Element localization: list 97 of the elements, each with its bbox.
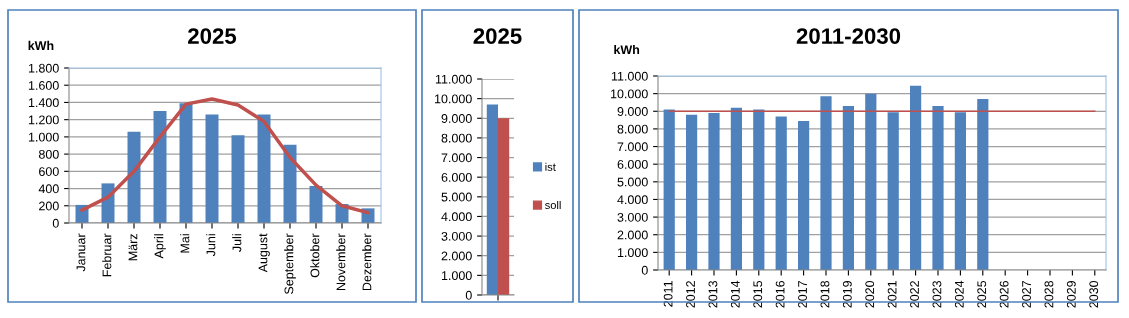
legend-label: ist bbox=[545, 162, 556, 171]
bar bbox=[730, 107, 742, 270]
y-tick-label: 8.000 bbox=[617, 124, 648, 134]
x-tick-label: 2021 bbox=[887, 281, 897, 308]
y-tick-label: 10.000 bbox=[435, 94, 472, 104]
bar bbox=[127, 131, 141, 223]
y-tick-label: 1.000 bbox=[441, 271, 472, 281]
y-tick-label: 1.000 bbox=[28, 132, 59, 142]
bar bbox=[309, 185, 323, 223]
x-tick-label: 2022 bbox=[910, 281, 919, 308]
y-tick-label: 9.000 bbox=[441, 114, 472, 123]
bar bbox=[663, 109, 675, 270]
y-tick-label: 2.000 bbox=[617, 230, 648, 240]
chart-title: 2011-2030 bbox=[796, 28, 901, 44]
bar bbox=[775, 116, 787, 270]
y-tick-label: 1.000 bbox=[617, 248, 648, 258]
bar bbox=[865, 93, 877, 270]
bar bbox=[205, 114, 219, 223]
x-tick-label: 2011 bbox=[663, 281, 673, 307]
y-tick-label: 0 bbox=[465, 290, 472, 300]
y-tick-label: 0 bbox=[641, 265, 648, 275]
x-tick-label: April bbox=[154, 234, 166, 259]
bar bbox=[954, 112, 966, 270]
bar bbox=[798, 120, 810, 270]
y-tick-label: 400 bbox=[38, 184, 59, 194]
y-tick-label: 3.000 bbox=[617, 212, 648, 222]
x-tick-label: Februar bbox=[102, 233, 112, 277]
x-tick-label: September bbox=[284, 233, 296, 294]
y-tick-label: 2.000 bbox=[441, 251, 472, 261]
x-tick-label: 2015 bbox=[753, 280, 763, 308]
y-tick-label: 800 bbox=[38, 149, 59, 159]
y-tick-label: 4.000 bbox=[441, 212, 472, 222]
y-tick-label: 600 bbox=[39, 167, 59, 176]
x-tick-label: 2019 bbox=[842, 281, 852, 308]
x-tick-label: 2023 bbox=[932, 280, 942, 308]
y-tick-label: 7.000 bbox=[617, 142, 648, 152]
x-tick-label: 2030 bbox=[1089, 280, 1099, 308]
x-tick-label: Januar bbox=[76, 233, 86, 272]
y-tick-label: 10.000 bbox=[611, 89, 648, 99]
y-tick-label: 6.000 bbox=[617, 159, 648, 169]
bar bbox=[753, 109, 765, 270]
y-tick-label: 11.000 bbox=[611, 71, 648, 81]
x-tick-label: August bbox=[258, 233, 270, 273]
x-tick-label: 2029 bbox=[1066, 281, 1076, 308]
bar bbox=[842, 105, 854, 270]
bar bbox=[257, 114, 271, 223]
y-tick-label: 200 bbox=[39, 201, 59, 211]
bar bbox=[153, 111, 167, 223]
y-tick-label: 1.200 bbox=[28, 115, 59, 125]
y-tick-label: 5.000 bbox=[617, 177, 648, 187]
y-tick-label: 1.600 bbox=[28, 81, 59, 90]
x-tick-label: 2020 bbox=[865, 280, 875, 308]
chart-title: 2025 bbox=[473, 28, 522, 44]
bar bbox=[820, 96, 832, 270]
line-series bbox=[80, 97, 370, 215]
y-tick-label: 6.000 bbox=[441, 172, 472, 182]
chart-title: 2025 bbox=[188, 28, 237, 44]
x-tick-label: Oktober bbox=[310, 233, 320, 278]
x-tick-label: 2013 bbox=[708, 280, 718, 308]
legend-label: soll bbox=[545, 200, 561, 210]
y-tick-label: 0 bbox=[52, 218, 59, 228]
x-tick-label: November bbox=[336, 233, 346, 291]
y-tick-label: 4.000 bbox=[617, 195, 648, 205]
y-tick-label: 9.000 bbox=[617, 107, 648, 116]
y-tick-label: 1.400 bbox=[28, 98, 59, 108]
bar bbox=[910, 85, 922, 270]
x-tick-label: 2024 bbox=[954, 280, 964, 308]
bar bbox=[283, 144, 297, 223]
bar bbox=[932, 105, 944, 270]
y-axis-title: kWh bbox=[614, 44, 640, 55]
bar bbox=[887, 112, 899, 270]
x-tick-label: 2028 bbox=[1044, 280, 1054, 308]
x-tick-label: Juli bbox=[232, 234, 242, 252]
x-tick-label: 2027 bbox=[1022, 281, 1031, 308]
x-tick-label: 2017 bbox=[798, 281, 807, 308]
bar bbox=[231, 135, 245, 223]
bar bbox=[179, 103, 193, 223]
x-tick-label: Mai bbox=[180, 234, 190, 253]
x-tick-label: 2018 bbox=[820, 280, 830, 308]
y-tick-label: 3.000 bbox=[441, 231, 472, 241]
y-tick-label: 5.000 bbox=[441, 192, 472, 202]
y-tick-label: 1.800 bbox=[28, 63, 59, 73]
x-tick-label: März bbox=[128, 234, 138, 261]
x-tick-label: 2012 bbox=[686, 281, 695, 308]
x-tick-label: 2016 bbox=[775, 280, 785, 308]
y-tick-label: 7.000 bbox=[441, 153, 472, 163]
x-tick-label: Dezember bbox=[362, 233, 372, 291]
x-tick-label: 2025 bbox=[977, 280, 987, 308]
x-tick-label: 2026 bbox=[999, 280, 1009, 308]
y-tick-label: 8.000 bbox=[441, 133, 472, 143]
bar bbox=[708, 113, 720, 270]
x-tick-label: 2014 bbox=[730, 280, 740, 308]
y-tick-label: 11.000 bbox=[435, 74, 472, 84]
x-tick-label: Juni bbox=[206, 234, 216, 257]
bar bbox=[686, 114, 698, 270]
y-axis-title: kWh bbox=[28, 40, 54, 50]
bar bbox=[977, 98, 989, 270]
